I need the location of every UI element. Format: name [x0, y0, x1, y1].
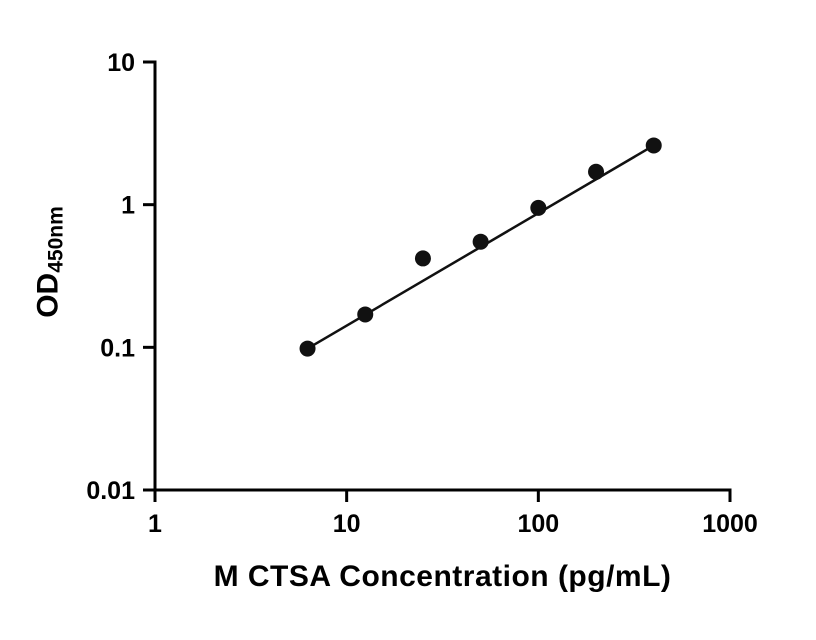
- y-tick-label: 1: [121, 192, 135, 220]
- y-tick-label: 0.1: [100, 334, 135, 362]
- y-tick-label: 10: [107, 49, 135, 77]
- data-point: [530, 199, 547, 216]
- y-tick-label: 0.01: [86, 477, 135, 505]
- x-tick-label: 100: [517, 510, 559, 538]
- x-tick-label: 1: [148, 510, 162, 538]
- data-point: [645, 137, 662, 154]
- data-point: [414, 250, 431, 267]
- x-tick-label: 1000: [702, 510, 758, 538]
- data-point: [299, 340, 316, 357]
- y-axis-title-main: OD: [31, 272, 65, 318]
- x-axis-title: M CTSA Concentration (pg/mL): [213, 560, 672, 593]
- data-point: [472, 233, 489, 250]
- x-tick-label: 10: [333, 510, 361, 538]
- data-point: [588, 163, 605, 180]
- y-axis-title-sub: 450nm: [44, 206, 68, 273]
- data-point: [357, 306, 374, 323]
- y-axis-title: OD450nm: [31, 206, 68, 318]
